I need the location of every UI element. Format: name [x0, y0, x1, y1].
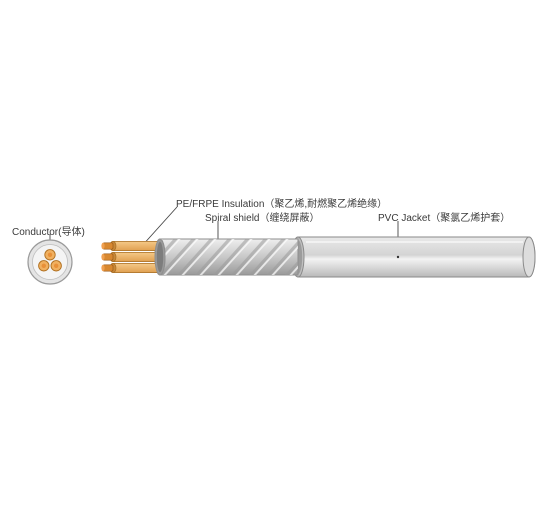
- diagram-stage: Conductor(导体) PE/FRPE Insulation（聚乙烯,耐燃聚…: [0, 0, 550, 521]
- cable-diagram: [0, 0, 550, 521]
